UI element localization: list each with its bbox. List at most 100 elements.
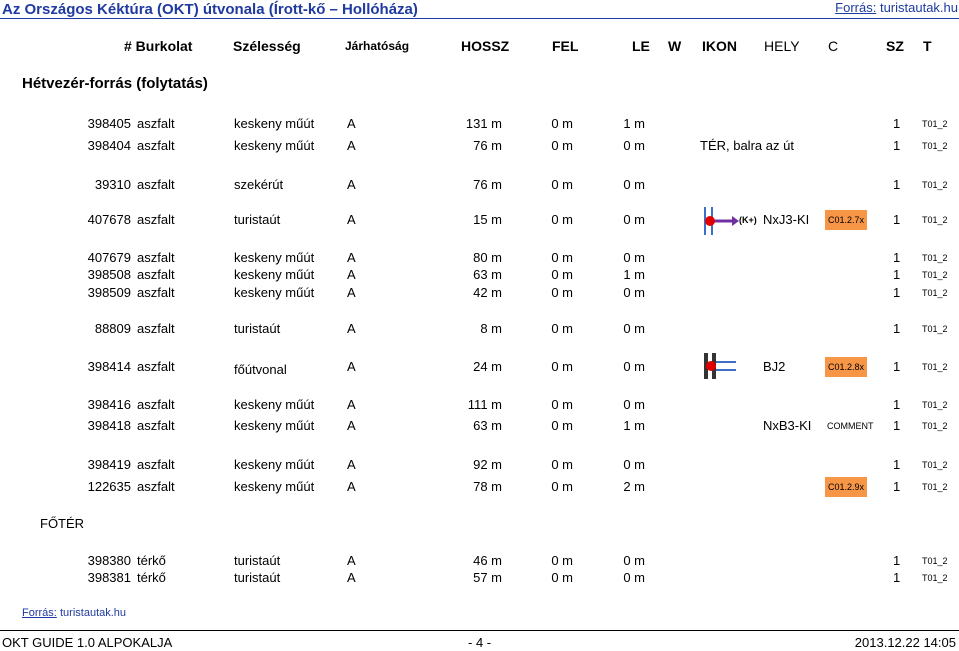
cell-id: 398509 [87,285,131,300]
cell-up: 0 m [551,479,573,494]
cell-length: 131 m [465,116,502,131]
cell-surface: aszfalt [137,138,175,153]
cell-surface: aszfalt [137,285,175,300]
column-header: Járhatóság [345,39,410,53]
cell-t: T01_2 [922,400,948,410]
cell-surface: aszfalt [137,177,175,192]
cell-width: keskeny műút [234,457,315,472]
cell-surface: aszfalt [137,250,175,265]
cell-up: 0 m [551,418,573,433]
column-header: T [923,38,932,54]
cell-surface: aszfalt [137,397,175,412]
column-header: Szélesség [233,38,301,54]
cell-sz: 1 [893,397,901,412]
cell-tag: (K+) [739,215,757,225]
cell-down: 1 m [623,418,645,433]
footer-source-label: Forrás: [22,607,57,619]
cell-length: 80 m [473,250,502,265]
column-header: IKON [702,38,737,54]
footer-source-link[interactable]: turistautak.hu [60,607,127,619]
cell-pass: A [347,418,356,433]
cell-pass: A [347,553,356,568]
cell-pass: A [347,116,356,131]
cell-width: keskeny műút [234,479,315,494]
cell-width: keskeny műút [234,250,315,265]
section-title: FŐTÉR [40,516,85,531]
cell-up: 0 m [551,553,573,568]
cell-surface: aszfalt [137,116,175,131]
cell-down: 2 m [623,479,645,494]
cell-pass: A [347,138,356,153]
column-header: C [828,38,839,54]
cell-note: TÉR, balra az út [700,138,794,153]
cell-length: 63 m [473,418,502,433]
column-header: W [668,38,682,54]
cell-sz: 1 [893,138,901,153]
cell-down: 0 m [623,553,645,568]
cell-id: 39310 [94,177,131,192]
cell-t: T01_2 [922,556,948,566]
cell-id: 88809 [94,321,131,336]
cell-surface: térkő [137,570,166,585]
cell-surface: aszfalt [137,457,175,472]
cell-up: 0 m [551,212,573,227]
cell-up: 0 m [551,359,573,374]
cell-width: keskeny műút [234,138,315,153]
source-link[interactable]: turistautak.hu [879,0,958,15]
cell-code: C01.2.9x [825,477,868,497]
footer-left: OKT GUIDE 1.0 ALPOKALJA [2,635,173,650]
cell-pass: A [347,479,356,494]
cell-up: 0 m [551,570,573,585]
cell-pass: A [347,570,356,585]
cell-sz: 1 [893,212,901,227]
cell-surface: aszfalt [137,321,175,336]
cell-place: NxB3-KI [763,418,812,433]
cell-t: T01_2 [922,119,948,129]
cell-pass: A [347,397,356,412]
cell-down: 0 m [623,397,645,412]
cell-length: 78 m [473,479,502,494]
cell-width: keskeny műút [234,397,315,412]
cell-up: 0 m [551,267,573,282]
cell-down: 0 m [623,457,645,472]
source-label: Forrás: [835,0,877,15]
cell-id: 407678 [87,212,131,227]
cell-id: 398381 [87,570,131,585]
cell-code: C01.2.8x [825,357,868,377]
cell-sz: 1 [893,457,901,472]
cell-down: 0 m [623,177,645,192]
cell-t: T01_2 [922,482,948,492]
title: Az Országos Kéktúra (OKT) útvonala (Írot… [2,1,418,18]
cell-place: BJ2 [763,359,786,374]
cell-surface: aszfalt [137,359,175,374]
cell-id: 398508 [87,267,131,282]
cell-width: főútvonal [234,362,287,377]
cell-id: 398418 [87,418,131,433]
cell-width: keskeny műút [234,418,315,433]
cell-down: 0 m [623,285,645,300]
cell-width: turistaút [234,570,281,585]
cell-sz: 1 [893,418,901,433]
cell-width: turistaút [234,553,281,568]
source: Forrás: turistautak.hu [835,0,958,16]
cell-length: 92 m [473,457,502,472]
cell-id: 398404 [87,138,131,153]
cell-t: T01_2 [922,180,948,190]
cell-t: T01_2 [922,573,948,583]
cell-sz: 1 [893,570,901,585]
cell-comment: COMMENT [827,421,874,431]
cell-up: 0 m [551,397,573,412]
cell-width: keskeny műút [234,285,315,300]
cell-length: 15 m [473,212,502,227]
cell-place: NxJ3-KI [763,212,810,227]
column-header: HOSSZ [461,38,510,54]
cell-pass: A [347,212,356,227]
cell-length: 63 m [473,267,502,282]
cell-down: 1 m [623,116,645,131]
column-header: # Burkolat [124,38,193,54]
cell-surface: térkő [137,553,166,568]
cell-sz: 1 [893,553,901,568]
cell-code: C01.2.7x [825,210,868,230]
cell-length: 76 m [473,138,502,153]
